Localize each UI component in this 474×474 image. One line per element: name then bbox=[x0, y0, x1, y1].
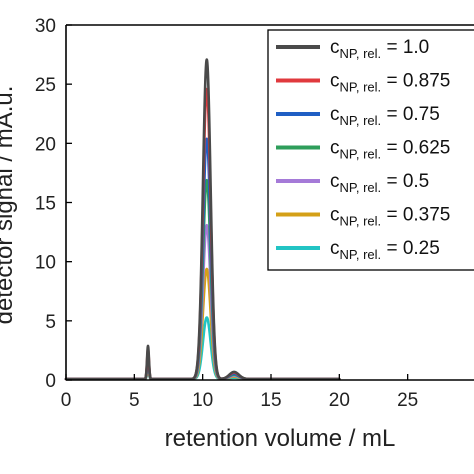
x-tick-label: 0 bbox=[61, 390, 72, 411]
x-tick-label: 10 bbox=[192, 390, 213, 411]
y-axis-title: detector signal / mA.u. bbox=[0, 86, 18, 325]
x-ticks: 0 5 10 15 20 25 bbox=[61, 374, 418, 411]
legend-label: cNP, rel. = 0.25 bbox=[330, 238, 440, 262]
legend-label: cNP, rel. = 0.875 bbox=[330, 71, 450, 95]
x-tick-label: 20 bbox=[329, 390, 350, 411]
legend-label: cNP, rel. = 0.75 bbox=[330, 104, 440, 128]
x-axis-title: retention volume / mL bbox=[165, 425, 396, 452]
y-tick-label: 25 bbox=[35, 75, 56, 96]
y-ticks: 0 5 10 15 20 25 30 bbox=[35, 16, 72, 392]
legend: cNP, rel. = 1.0 cNP, rel. = 0.875 cNP, rel… bbox=[267, 29, 474, 271]
x-tick-label: 25 bbox=[397, 390, 418, 411]
x-tick-label: 5 bbox=[129, 390, 140, 411]
y-tick-label: 10 bbox=[35, 253, 56, 274]
legend-label: cNP, rel. = 0.5 bbox=[330, 171, 429, 195]
y-tick-label: 15 bbox=[35, 194, 56, 215]
legend-box bbox=[267, 29, 474, 271]
legend-label: cNP, rel. = 0.375 bbox=[330, 205, 450, 229]
y-tick-label: 5 bbox=[45, 312, 56, 333]
series-line bbox=[64, 58, 341, 381]
y-tick-label: 0 bbox=[45, 371, 56, 392]
y-tick-label: 30 bbox=[35, 16, 56, 37]
series-lines bbox=[64, 58, 341, 381]
legend-label: cNP, rel. = 0.625 bbox=[330, 138, 450, 162]
y-tick-label: 20 bbox=[35, 134, 56, 155]
x-tick-label: 15 bbox=[260, 390, 281, 411]
legend-label: cNP, rel. = 1.0 bbox=[330, 37, 429, 61]
